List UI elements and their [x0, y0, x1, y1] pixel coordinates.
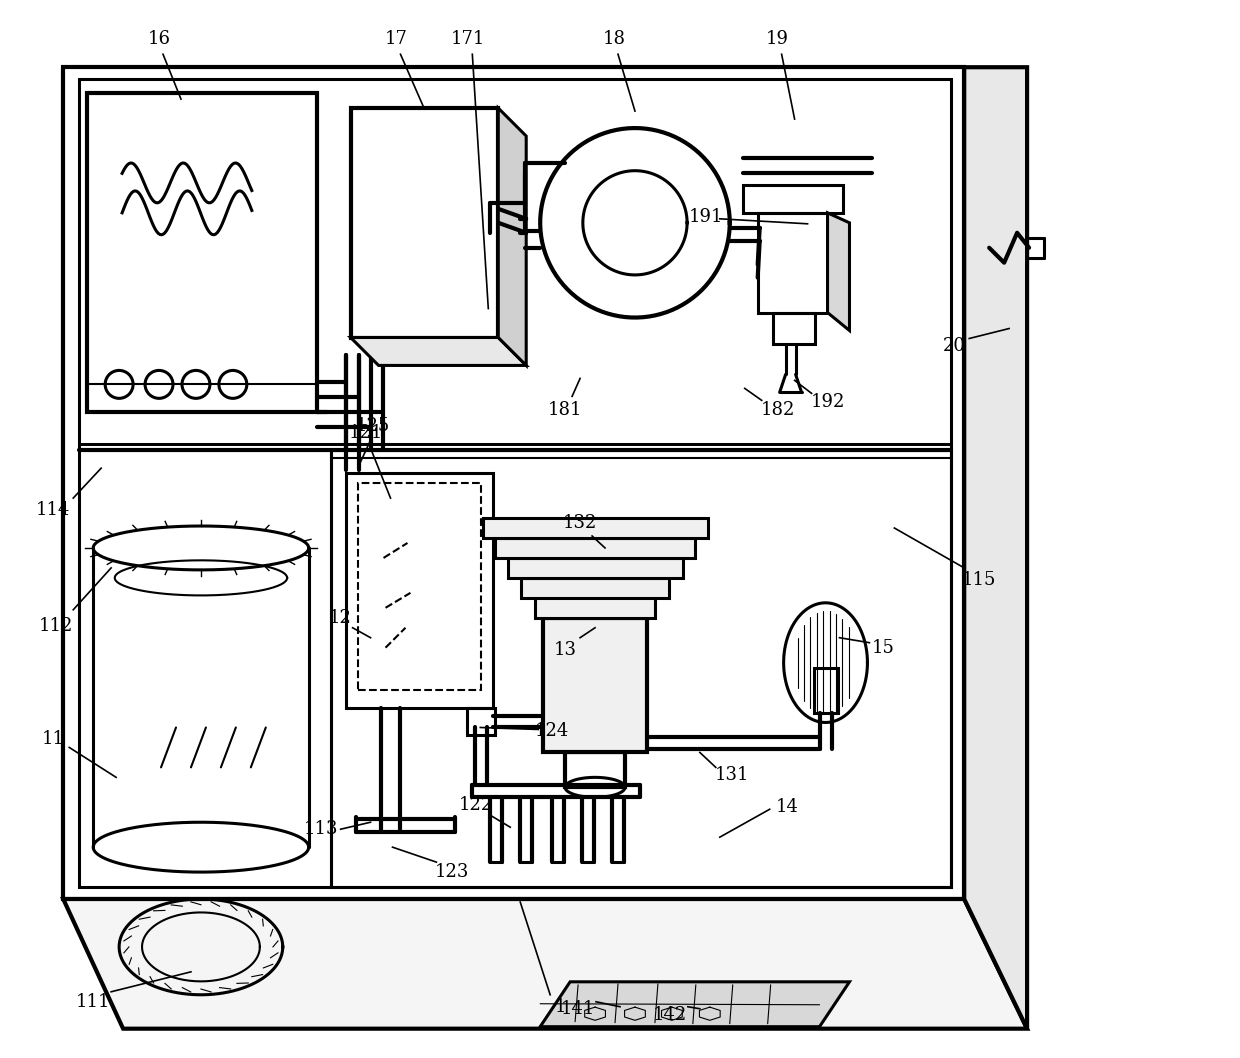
Bar — [351, 108, 498, 338]
Text: 123: 123 — [435, 863, 470, 881]
Bar — [508, 558, 683, 578]
Polygon shape — [63, 899, 1027, 1028]
Bar — [484, 518, 708, 537]
Text: 1: 1 — [554, 998, 565, 1016]
Text: 131: 131 — [714, 766, 749, 784]
Text: 11: 11 — [42, 730, 64, 748]
Text: 142: 142 — [652, 1006, 687, 1024]
Text: 16: 16 — [148, 31, 171, 49]
Text: 113: 113 — [304, 820, 339, 838]
Text: 124: 124 — [534, 723, 569, 741]
Text: 14: 14 — [776, 799, 799, 817]
Text: 132: 132 — [563, 514, 598, 532]
Bar — [743, 185, 842, 213]
Text: 19: 19 — [766, 31, 789, 49]
Text: 20: 20 — [942, 338, 966, 355]
Circle shape — [740, 1006, 755, 1022]
Polygon shape — [498, 108, 526, 365]
Bar — [467, 708, 495, 735]
Text: 17: 17 — [386, 31, 408, 49]
Bar — [331, 451, 951, 887]
Text: 112: 112 — [40, 617, 73, 635]
Bar — [79, 79, 951, 887]
Text: 125: 125 — [356, 417, 389, 435]
Polygon shape — [827, 213, 849, 330]
Bar — [495, 537, 694, 558]
Text: 114: 114 — [36, 501, 71, 519]
Bar — [536, 596, 655, 618]
Text: 13: 13 — [553, 641, 577, 659]
Text: 111: 111 — [76, 992, 110, 1010]
Bar — [565, 752, 625, 787]
Text: 122: 122 — [459, 797, 494, 815]
Bar — [357, 484, 481, 690]
Text: 192: 192 — [811, 394, 844, 412]
Text: 171: 171 — [451, 31, 486, 49]
Polygon shape — [351, 338, 526, 365]
Text: 12: 12 — [329, 608, 352, 626]
Text: 141: 141 — [560, 1000, 595, 1018]
Circle shape — [219, 370, 247, 399]
Text: 15: 15 — [872, 639, 895, 657]
Bar — [813, 668, 837, 712]
Bar — [543, 618, 647, 752]
Circle shape — [145, 370, 174, 399]
Bar — [63, 68, 965, 899]
Text: 191: 191 — [688, 207, 723, 225]
Text: 121: 121 — [348, 424, 383, 442]
Text: 182: 182 — [760, 401, 795, 419]
Bar — [773, 312, 815, 345]
Bar — [758, 213, 827, 312]
Bar — [87, 93, 316, 413]
Circle shape — [105, 370, 133, 399]
Polygon shape — [541, 982, 849, 1026]
Bar — [346, 473, 494, 708]
Polygon shape — [965, 68, 1027, 1028]
Text: 181: 181 — [548, 401, 583, 419]
Text: 115: 115 — [962, 571, 997, 589]
Circle shape — [182, 370, 210, 399]
Bar — [521, 578, 668, 598]
Text: 18: 18 — [603, 31, 625, 49]
